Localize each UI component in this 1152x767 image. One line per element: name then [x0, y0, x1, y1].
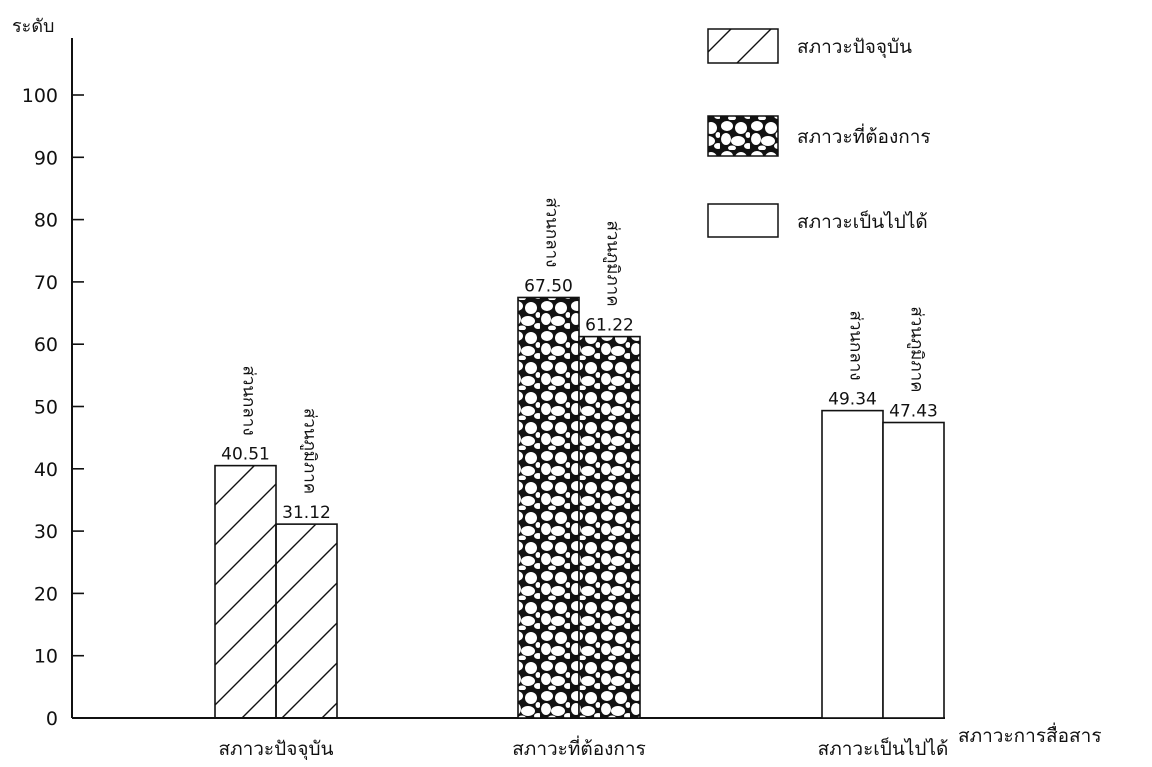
bar-value-label: 49.34 [828, 390, 877, 410]
y-tick-label: 100 [22, 85, 58, 107]
x-axis-label: สภาวะการสื่อสาร [958, 722, 1102, 747]
bar-value-label: 61.22 [585, 316, 634, 336]
y-tick-label: 80 [34, 210, 58, 232]
legend-swatch-current [707, 28, 779, 64]
legend-label-current: สภาวะปัจจุบัน [797, 36, 912, 59]
y-tick-label: 0 [46, 708, 58, 730]
bar [214, 464, 277, 719]
bars [214, 296, 945, 719]
bar-value-label: 67.50 [524, 276, 573, 296]
bar [275, 523, 338, 719]
y-ticks: 0 10 20 30 40 50 60 70 80 90 100 [22, 85, 84, 730]
legend-swatch-possible [707, 203, 779, 238]
bar [882, 421, 945, 719]
bar [578, 335, 641, 719]
y-tick-label: 70 [34, 272, 58, 294]
y-tick-label: 50 [34, 397, 58, 419]
series-label: ส่วนกลาง [542, 197, 562, 267]
bar-value-label: 31.12 [282, 503, 331, 523]
category-label: สภาวะปัจจุบัน [218, 738, 333, 761]
bar [517, 296, 580, 719]
series-label: ส่วนภูมิภาค [300, 408, 320, 494]
bar-value-label: 47.43 [889, 402, 938, 422]
series-label: ส่วนกลาง [846, 311, 866, 381]
y-tick-label: 20 [34, 583, 58, 605]
bar [821, 409, 884, 719]
y-tick-label: 40 [34, 459, 58, 481]
y-tick-label: 90 [34, 147, 58, 169]
legend-swatch-desired [707, 115, 779, 157]
series-label: ส่วนกลาง [239, 366, 259, 436]
series-label: ส่วนภูมิภาค [907, 306, 927, 392]
y-axis-label: ระดับ [12, 16, 54, 37]
y-tick-label: 30 [34, 521, 58, 543]
series-label: ส่วนภูมิภาค [603, 221, 623, 307]
category-label: สภาวะเป็นไปได้ [818, 736, 949, 760]
bar-value-label: 40.51 [221, 445, 270, 465]
legend-label-desired: สภาวะที่ต้องการ [797, 123, 931, 148]
y-tick-label: 60 [34, 334, 58, 356]
y-tick-label: 10 [34, 646, 58, 668]
legend-label-possible: สภาวะเป็นไปได้ [797, 209, 928, 233]
legend: สภาวะปัจจุบัน สภาวะที่ต้องการ สภาวะเป็นไ… [707, 28, 931, 238]
category-label: สภาวะที่ต้องการ [512, 735, 646, 760]
bar-labels: 40.51 ส่วนกลาง 31.12 ส่วนภูมิภาคสภาวะปัจจุบ… [218, 197, 948, 761]
